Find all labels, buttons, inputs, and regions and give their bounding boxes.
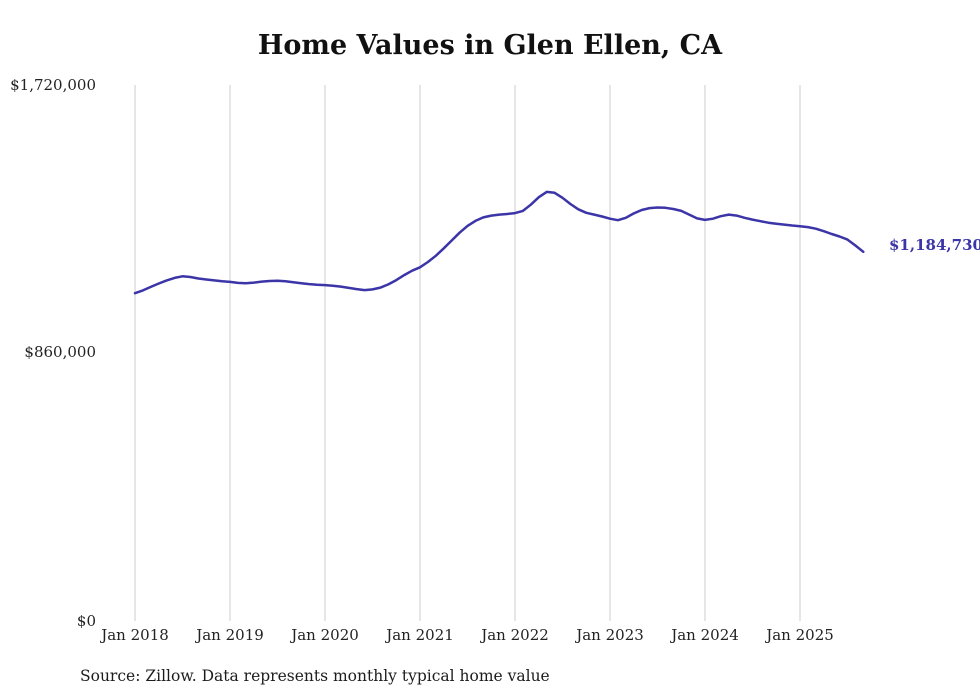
x-axis-tick-label: Jan 2022 xyxy=(479,626,549,644)
latest-value-label: $1,184,730 xyxy=(889,236,980,254)
home-value-series-line xyxy=(133,190,865,295)
x-axis-tick-label: Jan 2025 xyxy=(764,626,834,644)
x-axis-tick-label: Jan 2019 xyxy=(194,626,264,644)
y-axis-tick-label-zero: $0 xyxy=(76,612,96,630)
x-axis-tick-label: Jan 2018 xyxy=(99,626,169,644)
x-axis-tick-label: Jan 2020 xyxy=(289,626,359,644)
y-axis-tick-label-mid: $860,000 xyxy=(24,343,96,361)
x-axis-tick-label: Jan 2023 xyxy=(574,626,644,644)
y-axis-tick-label-max: $1,720,000 xyxy=(10,76,96,94)
x-axis-tick-label: Jan 2024 xyxy=(669,626,739,644)
x-axis-tick-label: Jan 2021 xyxy=(384,626,454,644)
source-note: Source: Zillow. Data represents monthly … xyxy=(80,667,550,685)
chart-title: Home Values in Glen Ellen, CA xyxy=(257,30,723,61)
